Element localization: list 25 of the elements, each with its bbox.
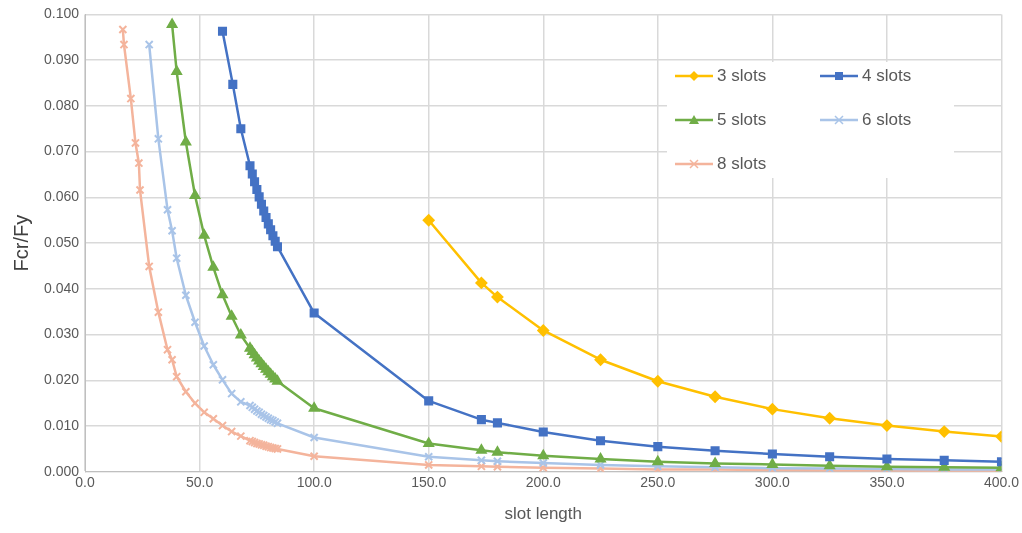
x-tick-label: 200.0 xyxy=(525,474,561,491)
y-axis-title: Fcr/Fy xyxy=(9,214,32,272)
legend-label: 5 slots xyxy=(717,110,767,130)
legend-label: 8 slots xyxy=(717,154,767,174)
x-tick-label: 100.0 xyxy=(296,474,332,491)
x-tick-label: 150.0 xyxy=(411,474,447,491)
x-axis-title: slot length xyxy=(504,504,583,524)
y-tick-label: 0.060 xyxy=(43,188,80,205)
y-tick-label: 0.020 xyxy=(43,371,80,388)
y-tick-label: 0.070 xyxy=(43,142,80,159)
x-tick-label: 50.0 xyxy=(185,474,214,491)
x-tick-label: 400.0 xyxy=(983,474,1020,491)
x-tick-label: 250.0 xyxy=(640,474,676,491)
y-tick-label: 0.100 xyxy=(43,5,80,22)
legend-label: 4 slots xyxy=(862,66,912,86)
y-tick-label: 0.010 xyxy=(43,416,80,433)
y-tick-label: 0.090 xyxy=(43,51,80,67)
legend-label: 6 slots xyxy=(862,110,912,130)
legend-label: 3 slots xyxy=(717,66,767,86)
y-tick-label: 0.080 xyxy=(43,96,80,113)
y-tick-label: 0.030 xyxy=(43,325,80,342)
y-tick-label: 0.050 xyxy=(43,233,80,250)
x-tick-label: 300.0 xyxy=(754,474,791,491)
x-tick-label: 350.0 xyxy=(869,474,905,491)
y-tick-label: 0.040 xyxy=(43,279,80,296)
